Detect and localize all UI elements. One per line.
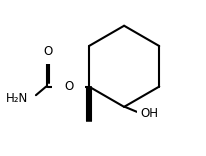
Text: OH: OH (140, 107, 158, 120)
Text: O: O (64, 80, 73, 93)
Text: O: O (43, 45, 53, 58)
Text: H₂N: H₂N (6, 92, 28, 105)
